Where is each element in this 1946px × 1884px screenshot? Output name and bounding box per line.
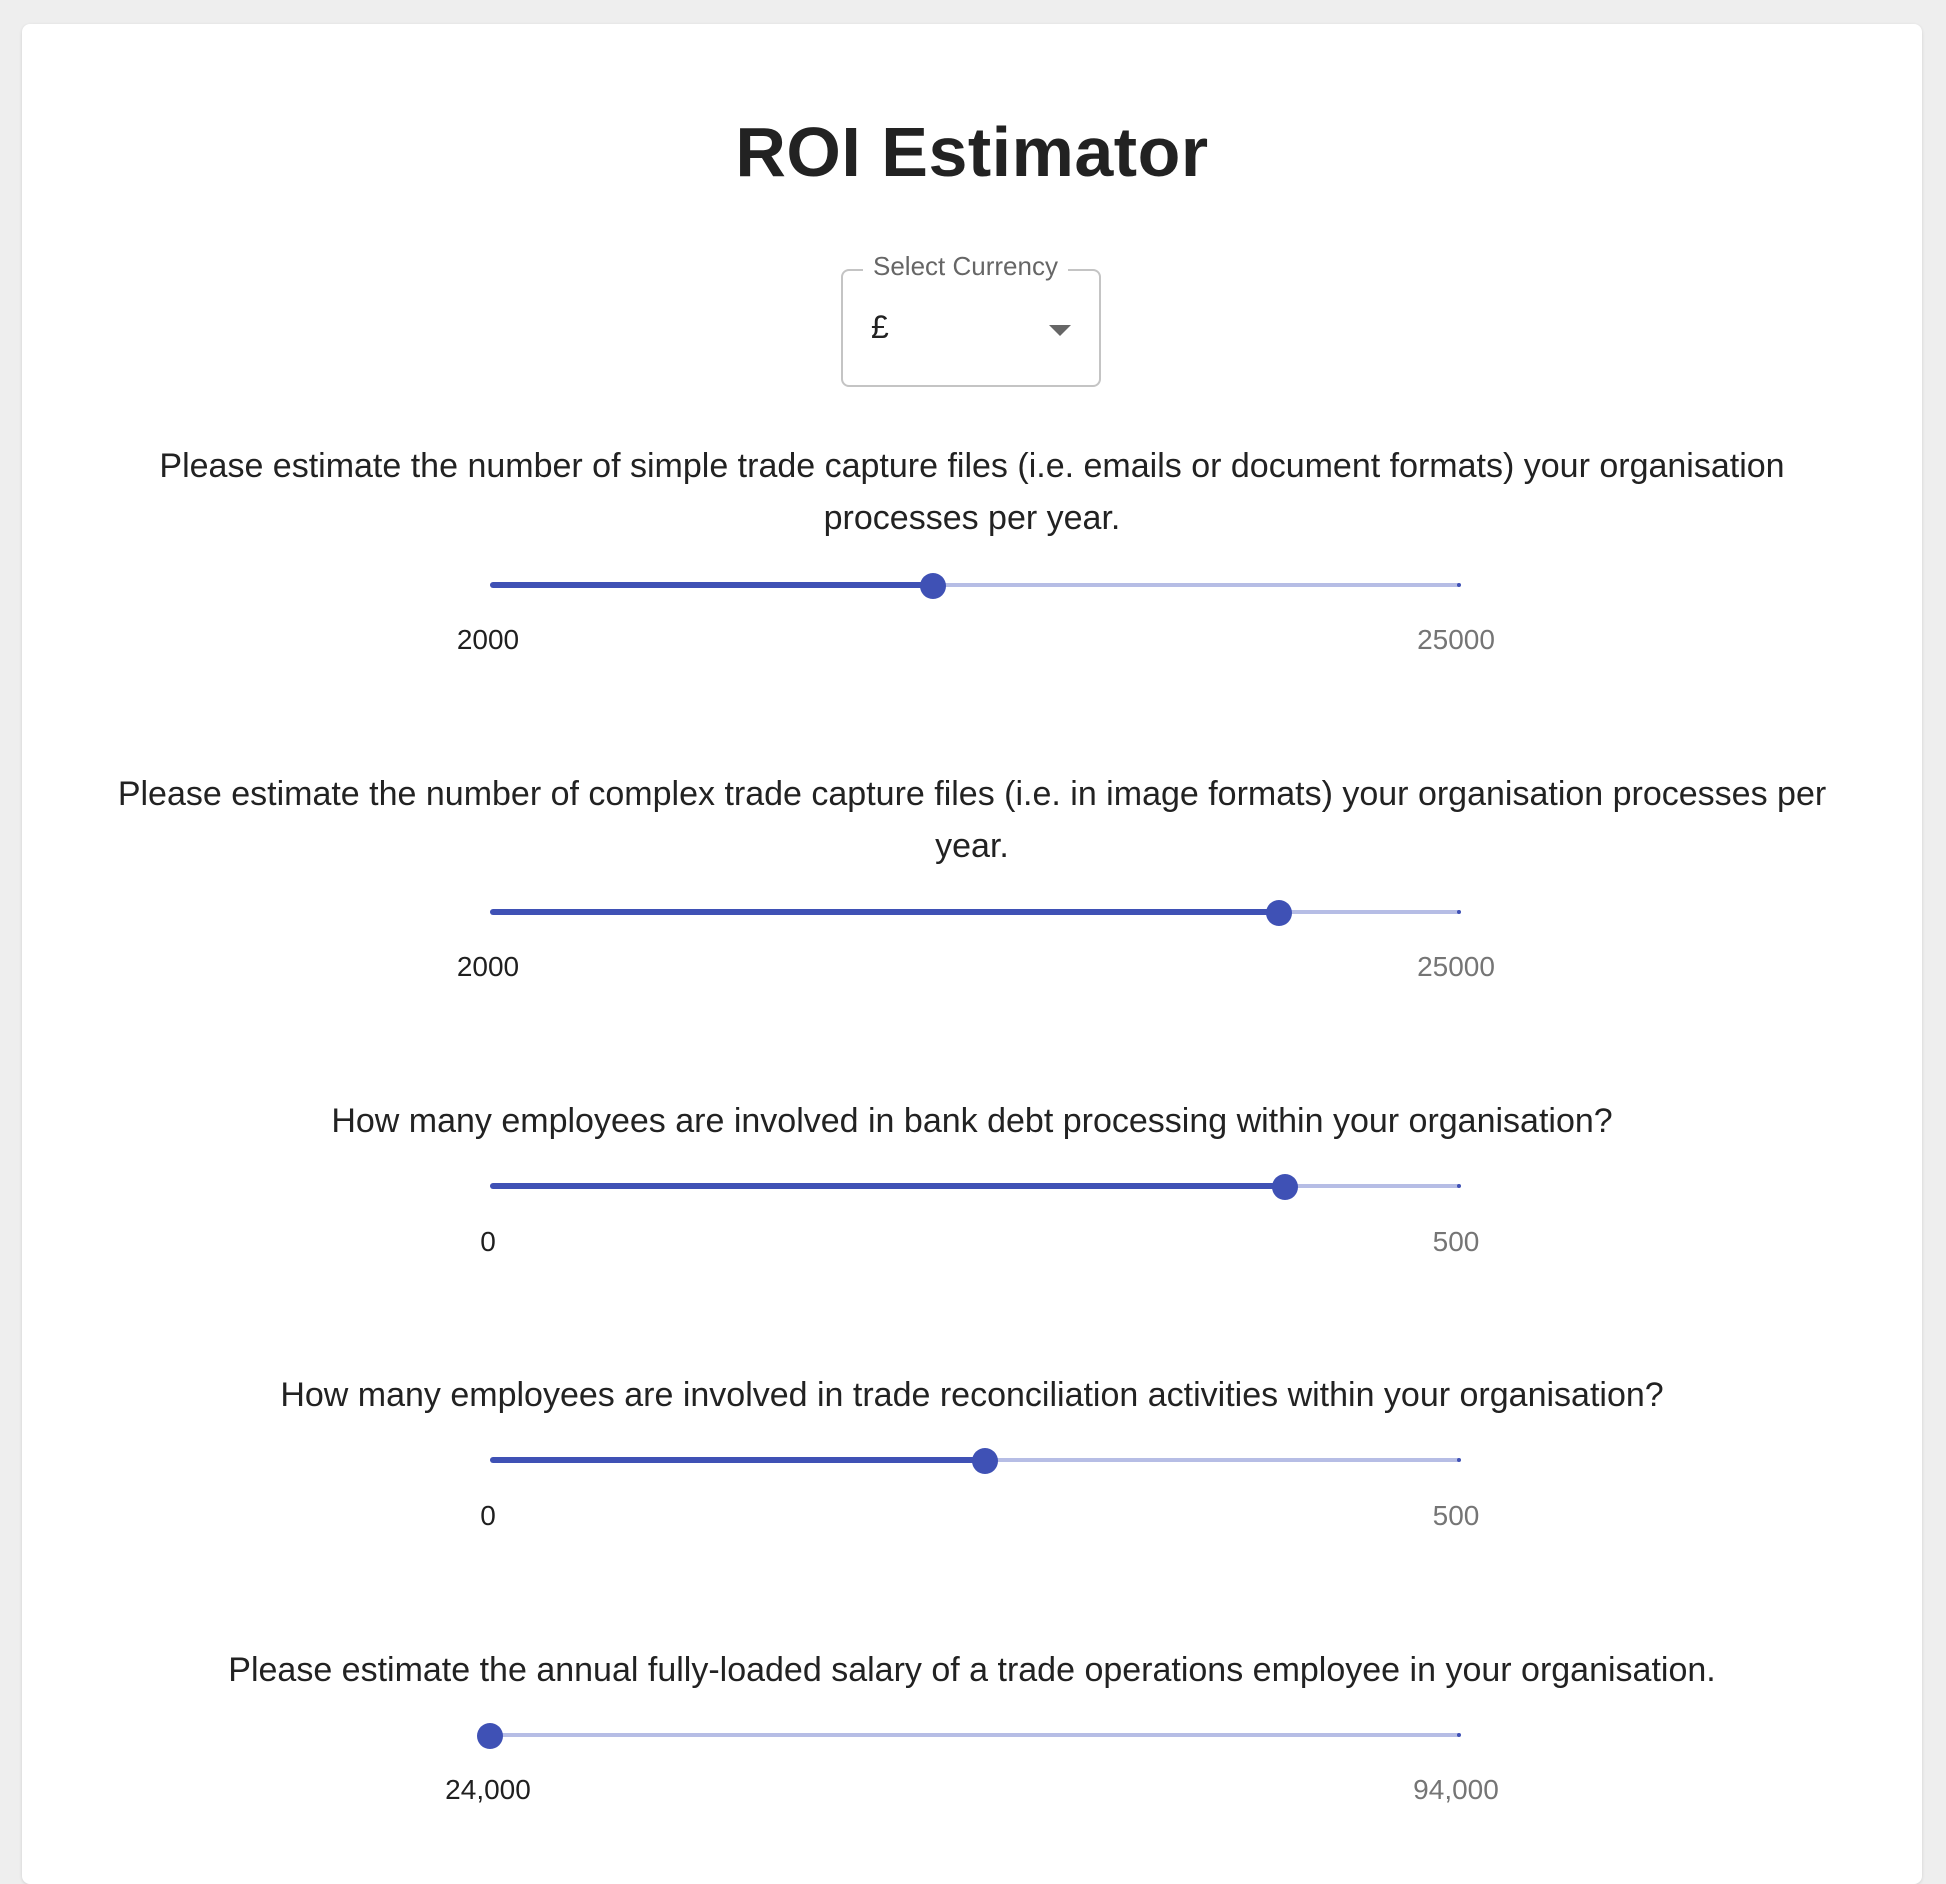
slider-min-label: 0 [480, 1500, 496, 1531]
slider-track[interactable] [490, 1457, 985, 1463]
slider-end-mark [1457, 583, 1461, 587]
slider-min-label: 24,000 [445, 1774, 531, 1805]
slider-thumb[interactable] [971, 1448, 998, 1474]
slider-thumb[interactable] [919, 573, 946, 599]
slider-thumb[interactable] [477, 1723, 503, 1749]
currency-select[interactable]: Select Currency £ [841, 247, 1101, 387]
question-trade-reconciliation-employees: How many employees are involved in trade… [280, 1376, 1664, 1414]
slider-track[interactable] [490, 582, 933, 588]
question-annual-salary: Please estimate the annual fully-loaded … [228, 1651, 1716, 1689]
slider-rail[interactable] [490, 583, 1460, 587]
slider-thumb[interactable] [1272, 1174, 1299, 1200]
slider-max-label: 94,000 [1413, 1774, 1499, 1805]
slider-min-label: 0 [480, 1226, 496, 1257]
slider-min-label: 2000 [456, 951, 520, 982]
slider-end-mark [1457, 910, 1461, 914]
page-title: ROI Estimator [735, 113, 1209, 191]
question-bank-debt-employees: How many employees are involved in bank … [331, 1102, 1613, 1140]
slider-complex-trade-files[interactable] [490, 897, 1461, 927]
slider-annual-salary[interactable] [477, 1720, 1461, 1750]
question-simple-trade-files: Please estimate the number of simple tra… [159, 447, 1785, 537]
slider-max-label: 25000 [1417, 624, 1495, 655]
slider-max-label: 25000 [1417, 951, 1495, 982]
slider-min-label: 2000 [456, 624, 520, 655]
slider-track[interactable] [490, 909, 1279, 915]
arrow-drop-down-icon[interactable] [1049, 325, 1071, 336]
question-complex-trade-files: Please estimate the number of complex tr… [117, 775, 1827, 865]
slider-bank-debt-employees[interactable] [490, 1171, 1461, 1201]
slider-thumb[interactable] [1265, 900, 1292, 926]
slider-max-label: 500 [1432, 1500, 1480, 1531]
slider-end-mark [1457, 1733, 1461, 1737]
slider-trade-reconciliation-employees[interactable] [490, 1445, 1461, 1475]
slider-rail[interactable] [490, 1733, 1460, 1737]
currency-select-value[interactable]: £ [871, 309, 889, 345]
slider-end-mark [1457, 1458, 1461, 1462]
roi-estimator-card: ROI Estimator Select Currency £ Please e… [22, 24, 1922, 1884]
slider-end-mark [1457, 1184, 1461, 1188]
slider-max-label: 500 [1432, 1226, 1480, 1257]
slider-track[interactable] [490, 1183, 1286, 1189]
slider-simple-trade-files[interactable] [490, 570, 1461, 600]
currency-select-label: Select Currency [863, 251, 1068, 282]
